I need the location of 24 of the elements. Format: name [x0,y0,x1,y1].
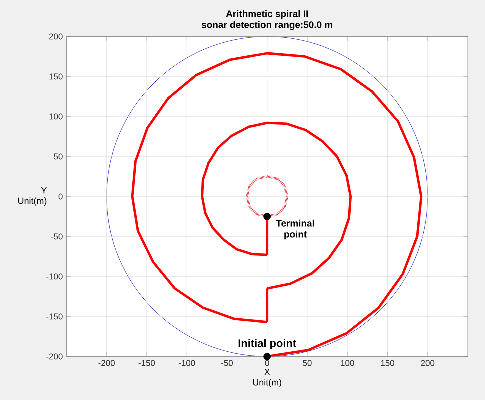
chart-title: Arithmetic spiral II [226,10,308,20]
y-tick-label: 150 [50,74,63,80]
x-tick-label: 100 [341,360,354,366]
x-axis-title: X Unit(m) [253,369,282,388]
y-tick-label: -150 [46,314,63,320]
y-tick-label: 50 [54,154,63,160]
chart-subtitle: sonar detection range:50.0 m [202,21,332,30]
x-tick-label: 0 [265,360,270,366]
x-tick-label: 50 [303,360,312,366]
y-tick-label: -200 [46,354,63,360]
x-tick-label: -50 [221,360,234,366]
y-tick-label: -50 [51,234,63,240]
y-tick-label: 0 [58,194,63,200]
x-tick-label: 200 [421,360,435,366]
x-tick-label: -200 [98,360,115,366]
y-axis-title: Y Unit(m) [18,187,47,206]
annotation: Initial point [238,339,296,350]
y-tick-label: 200 [49,34,63,40]
x-tick-label: -150 [138,360,156,366]
annotation: Terminal point [276,220,314,240]
y-tick-label: 100 [50,114,63,120]
x-tick-label: 150 [381,360,394,366]
y-tick-label: -100 [46,274,63,280]
x-tick-label: -100 [178,360,196,366]
